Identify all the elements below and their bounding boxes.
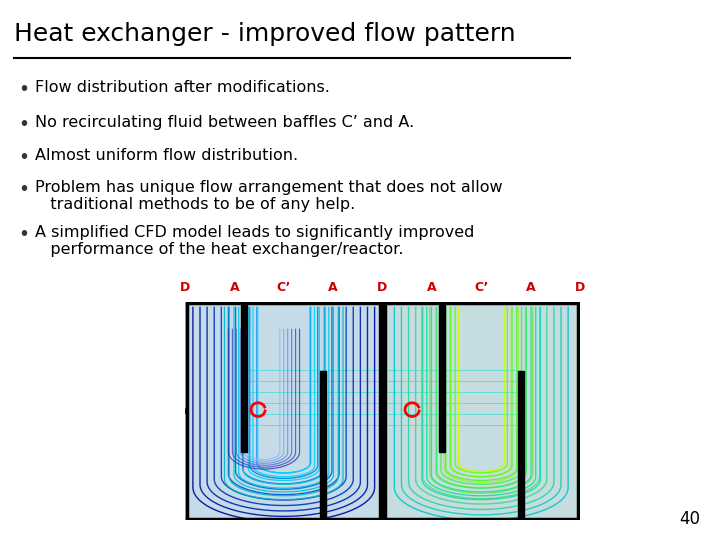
Text: C’: C’	[276, 281, 291, 294]
Text: •: •	[18, 115, 29, 134]
Text: •: •	[18, 148, 29, 167]
Text: C’: C’	[474, 281, 488, 294]
Text: A: A	[526, 281, 536, 294]
Text: Problem has unique flow arrangement that does not allow
   traditional methods t: Problem has unique flow arrangement that…	[35, 180, 503, 212]
Bar	[518, 372, 524, 518]
Bar	[384, 303, 578, 518]
Text: D: D	[377, 281, 387, 294]
Text: No recirculating fluid between baffles C’ and A.: No recirculating fluid between baffles C…	[35, 115, 414, 130]
Text: Almost uniform flow distribution.: Almost uniform flow distribution.	[35, 148, 298, 163]
Bar	[241, 305, 248, 452]
Text: D: D	[575, 281, 585, 294]
Bar	[379, 303, 387, 518]
Bar	[187, 303, 381, 518]
Text: •: •	[18, 80, 29, 99]
Text: 40: 40	[679, 510, 700, 528]
Text: Flow distribution after modifications.: Flow distribution after modifications.	[35, 80, 330, 95]
Text: D: D	[180, 281, 190, 294]
Text: A: A	[427, 281, 437, 294]
Text: Heat exchanger - improved flow pattern: Heat exchanger - improved flow pattern	[14, 22, 516, 46]
Text: A: A	[328, 281, 338, 294]
Bar	[320, 372, 326, 518]
Text: A: A	[230, 281, 239, 294]
Text: A simplified CFD model leads to significantly improved
   performance of the hea: A simplified CFD model leads to signific…	[35, 225, 474, 258]
Text: •: •	[18, 180, 29, 199]
Bar	[438, 305, 445, 452]
Text: •: •	[18, 225, 29, 244]
